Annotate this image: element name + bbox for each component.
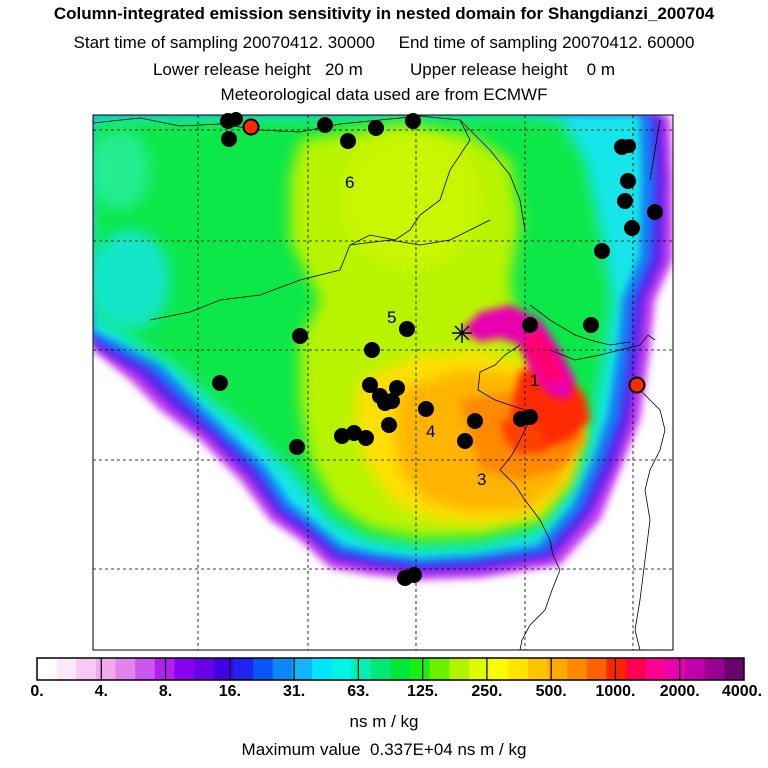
colorbar-tick-label: 125. xyxy=(407,683,439,700)
colorbar-cell xyxy=(37,658,58,680)
colorbar-cell xyxy=(626,658,647,680)
colorbar-cell xyxy=(527,658,549,680)
colorbar-cell xyxy=(410,658,431,680)
colorbar-cell xyxy=(351,658,372,680)
colorbar-cell xyxy=(665,658,686,680)
colorbar-cell xyxy=(194,658,215,680)
colorbar-tick-label: 2000. xyxy=(659,683,700,700)
colorbar-tick-label: 0. xyxy=(30,683,44,700)
colorbar-tick-label: 250. xyxy=(471,683,503,700)
colorbar-cell xyxy=(606,658,627,680)
colorbar-cell xyxy=(213,658,234,680)
colorbar-cell xyxy=(253,658,274,680)
colorbar-cell xyxy=(704,658,725,680)
colorbar-cell xyxy=(429,658,450,680)
release-height-line: Lower release height 20 m Upper release … xyxy=(152,60,616,79)
colorbar-tick-label: 8. xyxy=(158,683,173,700)
colorbar-tick-label: 4. xyxy=(94,683,108,700)
region-label-5: 5 xyxy=(387,308,396,327)
colorbar-cell xyxy=(547,658,568,680)
figure-title: Column-integrated emission sensitivity i… xyxy=(53,4,715,23)
colorbar-tick-label: 31. xyxy=(282,683,306,700)
region-label-6: 6 xyxy=(345,173,354,192)
colorbar-cell xyxy=(685,658,706,680)
region-label-1: 1 xyxy=(530,371,539,390)
receptor-star-icon xyxy=(452,323,472,343)
colorbar-tick-label: 500. xyxy=(535,683,567,700)
station-markers xyxy=(212,112,663,586)
colorbar-cell xyxy=(508,658,529,680)
colorbar-cell xyxy=(331,658,352,680)
region-labels: 1 3 4 5 6 xyxy=(345,173,539,489)
colorbar-cell xyxy=(488,658,509,680)
colorbar-cell xyxy=(292,658,313,680)
colorbar-cell xyxy=(390,658,411,680)
maximum-value-line: Maximum value 0.337E+04 ns m / kg xyxy=(241,740,527,759)
colorbar-cell xyxy=(586,658,607,680)
colorbar-cell xyxy=(76,658,97,680)
region-label-4: 4 xyxy=(426,422,435,441)
colorbar-cell xyxy=(272,658,293,680)
met-data-line: Meteorological data used are from ECMWF xyxy=(220,85,548,104)
colorbar-cell xyxy=(154,658,175,680)
colorbar-tick-label: 4000. xyxy=(721,683,763,700)
colorbar-cell xyxy=(370,658,391,680)
colorbar-tick-label: 1000. xyxy=(595,683,636,700)
colorbar-units: ns m / kg xyxy=(349,712,419,731)
colorbar-tick-label: 63. xyxy=(347,683,370,700)
colorbar-cell xyxy=(311,658,332,680)
colorbar-cell xyxy=(135,658,156,680)
colorbar-cell xyxy=(174,658,195,680)
colorbar-cell xyxy=(233,658,254,680)
colorbar-tick-label: 16. xyxy=(218,683,241,700)
colorbar-cell xyxy=(645,658,666,680)
colorbar-cell xyxy=(567,658,588,680)
red-station-markers xyxy=(242,118,646,394)
colorbar-cell xyxy=(724,658,745,680)
colorbar-cell xyxy=(469,658,490,680)
colorbar-frame xyxy=(36,657,745,681)
colorbar-cell xyxy=(115,658,136,680)
region-label-3: 3 xyxy=(477,470,486,489)
colorbar-cell xyxy=(449,658,470,680)
colorbar-cell xyxy=(56,658,77,680)
sensitivity-field xyxy=(93,115,673,650)
map-frame xyxy=(92,114,674,651)
sampling-time-line: Start time of sampling 20070412. 30000 E… xyxy=(73,33,695,52)
colorbar-cell xyxy=(95,658,116,680)
